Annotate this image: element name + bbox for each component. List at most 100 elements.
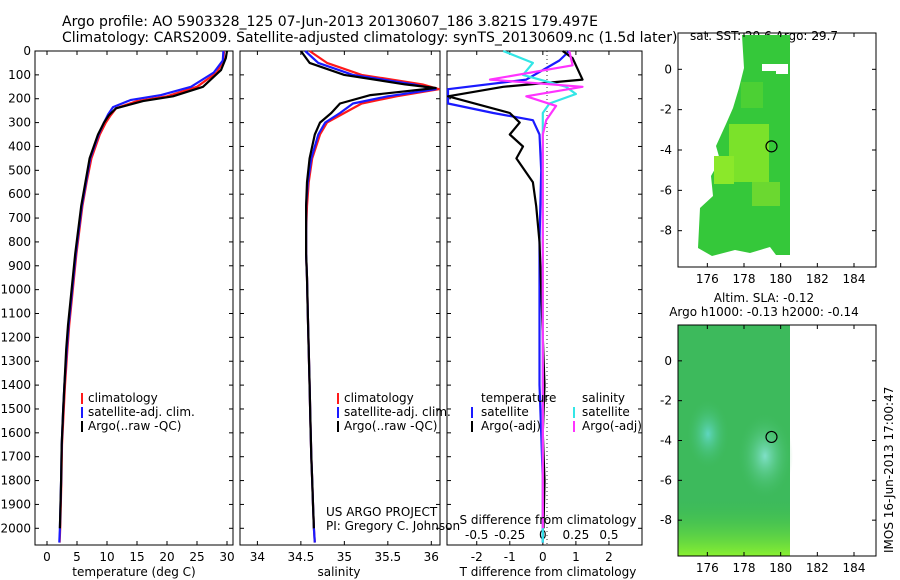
depth-tick-label: 0 — [23, 44, 31, 58]
pi-annotation: PI: Gregory C. Johnson — [326, 519, 460, 533]
difference-series — [446, 49, 584, 543]
x-tick-label: 34.5 — [288, 550, 315, 564]
legend-label-climatology: climatology — [88, 391, 158, 405]
x-tick-label: 35.5 — [374, 550, 401, 564]
series-line — [300, 50, 437, 529]
map-y-tick-label: -4 — [660, 434, 672, 448]
temperature-plot-frame — [34, 50, 234, 546]
depth-tick-label: 700 — [8, 211, 31, 225]
top-x-tick-label: -0.25 — [494, 528, 525, 542]
map-y-tick-label: -6 — [660, 183, 672, 197]
depth-tick-label: 900 — [8, 259, 31, 273]
imos-timestamp: IMOS 16-Jun-2013 17:00:47 — [882, 387, 896, 553]
x-tick-label: 5 — [73, 550, 81, 564]
legend-heading-salinity: salinity — [582, 391, 625, 405]
salinity-x-axis: 34 34.5 35 35.5 36 — [250, 51, 439, 564]
map-x-tick-label: 176 — [696, 272, 719, 286]
map-y-tick-label: -4 — [660, 143, 672, 157]
x-tick-label: 36 — [424, 550, 439, 564]
depth-tick-label: 1300 — [0, 354, 31, 368]
sla-map-title-line-1: Altim. SLA: -0.12 — [714, 291, 814, 305]
salinity-panel: 34 34.5 35 35.5 36 salinity climatology sate… — [239, 50, 460, 579]
x-tick-label: 0 — [539, 550, 547, 564]
legend-label-argo: Argo(..raw -QC) — [88, 419, 181, 433]
temperature-x-axis: 0 5 10 15 20 25 30 — [43, 51, 235, 564]
sla-high-band — [678, 500, 790, 556]
legend-label-s-satellite: satellite — [582, 405, 630, 419]
difference-panel: -2 -1 0 1 2-0.5 -0.25 0 0.25 0.5 S difference fr… — [446, 49, 643, 579]
depth-tick-label: 1700 — [0, 450, 31, 464]
map-y-tick-label: -8 — [660, 224, 672, 238]
difference-plot-frame — [446, 50, 643, 546]
depth-tick-label: 1600 — [0, 426, 31, 440]
temperature-panel: 0100200300400500600700800900100011001200… — [0, 44, 234, 579]
map-x-tick-label: 182 — [806, 561, 829, 575]
difference-legend-temperature: temperature satellite Argo(-adj) — [471, 391, 556, 433]
map-y-tick-label: 0 — [664, 62, 672, 76]
map-y-tick-label: -8 — [660, 513, 672, 527]
depth-tick-label: 1100 — [0, 307, 31, 321]
sst-warm-patch — [714, 156, 734, 184]
map-x-tick-label: 182 — [806, 272, 829, 286]
sla-map-title-line-2: Argo h1000: -0.13 h2000: -0.14 — [669, 305, 859, 319]
series-line — [446, 50, 584, 529]
sla-low-feature — [737, 412, 793, 500]
sst-warm-patch — [729, 124, 769, 182]
map-x-tick-label: 176 — [696, 561, 719, 575]
salinity-x-axis-label: salinity — [317, 565, 360, 579]
sst-cloud-gap — [762, 64, 776, 71]
salinity-series — [300, 50, 441, 543]
legend-label-satellite: satellite-adj. clim. — [344, 405, 451, 419]
top-x-tick-label: 0.5 — [599, 528, 618, 542]
depth-tick-label: 1200 — [0, 330, 31, 344]
depth-tick-label: 600 — [8, 187, 31, 201]
legend-heading-temperature: temperature — [481, 391, 556, 405]
depth-tick-label: 1900 — [0, 497, 31, 511]
legend-label-climatology: climatology — [344, 391, 414, 405]
map-y-tick-label: -2 — [660, 103, 672, 117]
map-y-tick-label: 0 — [664, 354, 672, 368]
map-x-tick-label: 178 — [733, 561, 756, 575]
salinity-depth-ticks — [240, 50, 440, 529]
argo-location-marker — [765, 430, 778, 444]
sst-map-panel: sat. SST: 29.6 Argo: 29.7 17617818018218… — [660, 29, 877, 286]
series-line — [305, 50, 441, 543]
temperature-legend: climatology satellite-adj. clim. Argo(..… — [81, 391, 195, 433]
x-tick-label: 10 — [99, 550, 114, 564]
map-y-tick-label: -6 — [660, 473, 672, 487]
project-annotation: US ARGO PROJECT — [326, 505, 438, 519]
depth-tick-label: 1000 — [0, 283, 31, 297]
depth-axis: 0 100 200 300 400 500 600 700 800 900 1000 1100 1200… — [0, 44, 233, 535]
depth-tick-label: 200 — [8, 92, 31, 106]
sst-warm-patch — [752, 182, 780, 206]
map-x-tick-label: 180 — [769, 272, 792, 286]
series-line — [58, 50, 226, 543]
sla-low-feature — [686, 398, 730, 470]
depth-tick-label: 2000 — [0, 521, 31, 535]
x-tick-label: 20 — [159, 550, 174, 564]
legend-label-s-argo: Argo(-adj) — [582, 419, 642, 433]
sla-field — [678, 325, 793, 556]
depth-tick-label: 1800 — [0, 474, 31, 488]
map-x-tick-label: 180 — [769, 561, 792, 575]
legend-label-satellite: satellite-adj. clim. — [88, 405, 195, 419]
depth-tick-label: 300 — [8, 116, 31, 130]
series-line — [446, 50, 571, 543]
x-tick-label: -1 — [504, 550, 516, 564]
depth-tick-label: 1500 — [0, 402, 31, 416]
top-x-tick-label: -0.5 — [465, 528, 488, 542]
x-tick-label: -2 — [471, 550, 483, 564]
x-tick-label: 34 — [250, 550, 265, 564]
difference-depth-ticks — [447, 50, 642, 529]
x-tick-label: 25 — [189, 550, 204, 564]
series-line — [58, 50, 229, 529]
difference-legend-salinity: salinity satellite Argo(-adj) — [573, 391, 642, 433]
sst-cloud-gap — [776, 64, 788, 74]
x-tick-label: 1 — [572, 550, 580, 564]
sst-field — [698, 35, 790, 256]
series-line — [488, 50, 584, 529]
x-tick-label: 30 — [219, 550, 234, 564]
sst-map-axes: 176 178 180 182 184 0 -2 -4 -6 -8 — [660, 33, 876, 286]
sla-map-axes: 176 178 180 182 184 0 -2 -4 -6 -8 — [660, 325, 876, 575]
